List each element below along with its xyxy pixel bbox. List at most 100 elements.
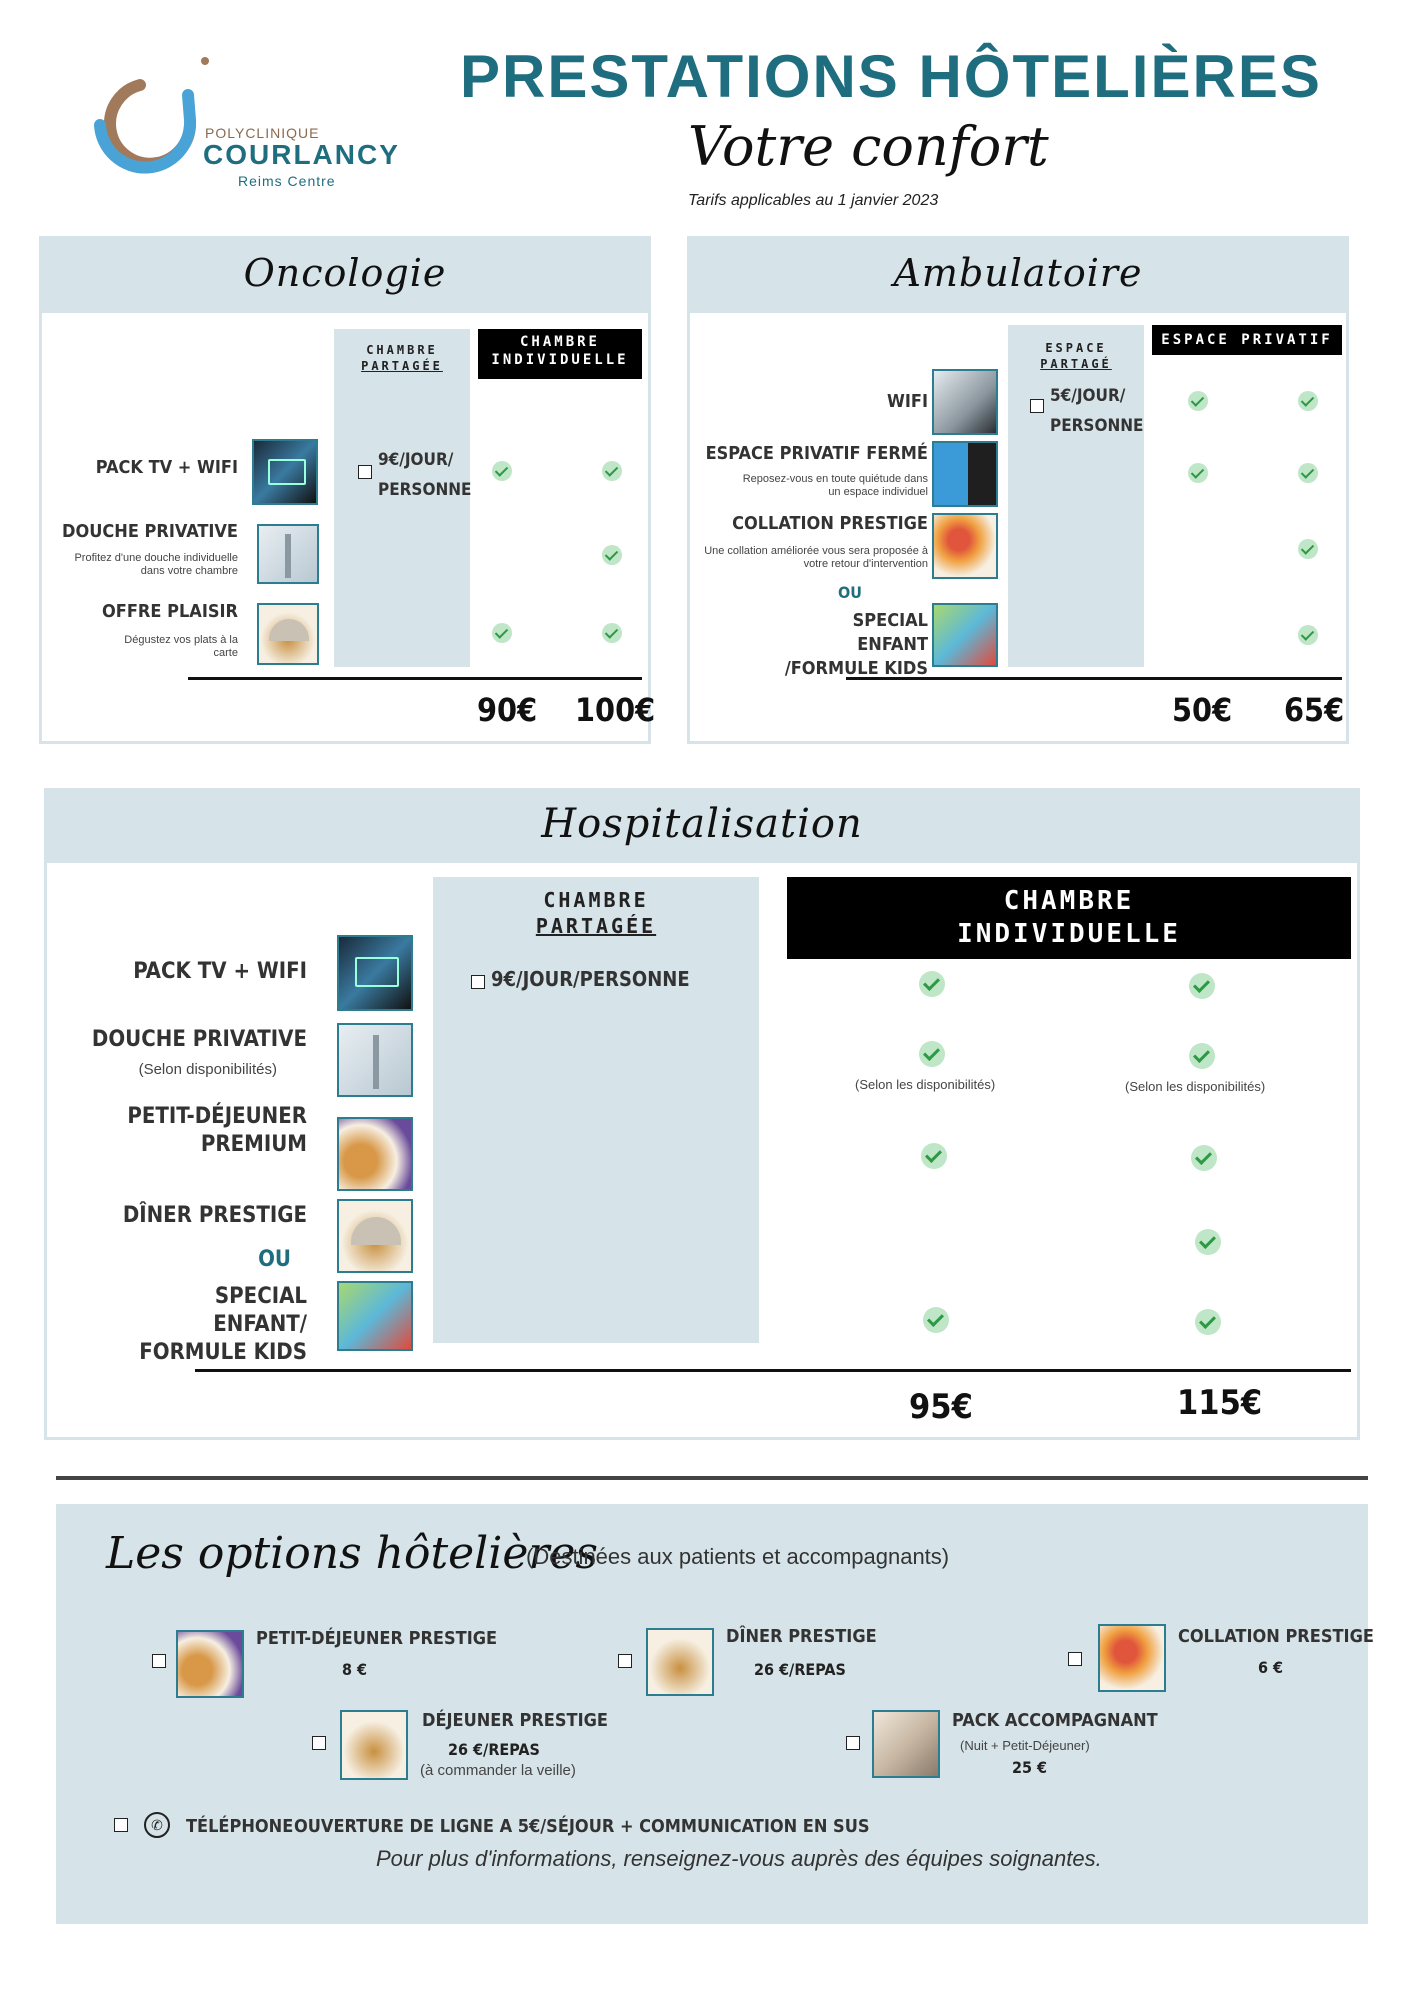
hospitalisation-price-shared: 95€ bbox=[909, 1387, 973, 1427]
footer-note: Pour plus d'informations, renseignez-vou… bbox=[376, 1846, 1102, 1871]
tv-thumbnail bbox=[337, 935, 413, 1011]
oncologie-item-label: PACK TV + WIFI bbox=[95, 457, 238, 478]
hospitalisation-price-individual: 115€ bbox=[1177, 1383, 1263, 1423]
shower-thumbnail bbox=[257, 524, 319, 584]
logo-sub-text: Reims Centre bbox=[238, 173, 336, 189]
oncologie-shared-price: 9€/JOUR/ PERSONNE bbox=[378, 450, 472, 500]
tv-thumbnail bbox=[252, 439, 318, 505]
oncologie-price-individual: 100€ bbox=[575, 691, 656, 729]
hospitalisation-item-label: DÎNER PRESTIGE bbox=[122, 1203, 307, 1228]
options-title: Les options hôtelières bbox=[106, 1528, 599, 1579]
hospitalisation-shared-price: 9€/JOUR/PERSONNE bbox=[491, 967, 690, 991]
collation-thumbnail bbox=[1098, 1624, 1166, 1692]
ambulatoire-col-shared: ESPACE PARTAGÉ bbox=[1040, 341, 1112, 371]
shower-icon bbox=[285, 534, 291, 578]
cloche-thumbnail bbox=[646, 1628, 714, 1696]
check-circle-icon bbox=[1298, 391, 1318, 411]
oncologie-price-shared: 90€ bbox=[477, 691, 538, 729]
cloche-thumbnail bbox=[337, 1199, 413, 1273]
check-circle-icon bbox=[1188, 391, 1208, 411]
phone-label: TÉLÉPHONE bbox=[186, 1816, 294, 1837]
shower-thumbnail bbox=[337, 1023, 413, 1097]
ambulatoire-panel: Ambulatoire ESPACE PARTAGÉ ESPACE PRIVAT… bbox=[687, 236, 1349, 744]
cloche-icon bbox=[351, 1217, 401, 1245]
phone-icon: ✆ bbox=[144, 1812, 170, 1838]
cloche-thumbnail bbox=[340, 1710, 408, 1780]
hospitalisation-shared-column bbox=[433, 877, 759, 1343]
phone-checkbox[interactable] bbox=[114, 1818, 128, 1832]
ambulatoire-or: OU bbox=[838, 583, 862, 602]
ambulatoire-divider bbox=[846, 677, 1342, 680]
oncologie-divider bbox=[188, 677, 642, 680]
ambulatoire-title: Ambulatoire bbox=[893, 251, 1143, 295]
ambulatoire-item-label-kids: SPECIAL ENFANT /FORMULE KIDS bbox=[784, 610, 928, 679]
options-panel: Les options hôtelières (Destinées aux pa… bbox=[56, 1504, 1374, 1924]
logo: POLYCLINIQUE COURLANCY Reims Centre bbox=[80, 55, 400, 195]
check-circle-icon bbox=[492, 461, 512, 481]
kids-lunchbox-thumbnail bbox=[337, 1281, 413, 1351]
logo-main-text: COURLANCY bbox=[203, 139, 400, 170]
hospitalisation-header bbox=[47, 791, 1357, 863]
oncologie-title: Oncologie bbox=[243, 251, 447, 295]
check-circle-icon bbox=[602, 545, 622, 565]
hospitalisation-col-individual: CHAMBRE INDIVIDUELLE bbox=[787, 877, 1351, 959]
option-checkbox[interactable] bbox=[846, 1736, 860, 1750]
option-price: 8 € bbox=[342, 1660, 368, 1679]
page-subtitle: Votre confort bbox=[688, 115, 1049, 178]
collation-thumbnail bbox=[932, 513, 998, 579]
oncologie-col-shared: CHAMBRE PARTAGÉE bbox=[361, 343, 443, 373]
tv-icon bbox=[268, 459, 306, 485]
availability-note: (Selon les disponibilités) bbox=[855, 1077, 996, 1092]
option-price: 25 € bbox=[1012, 1758, 1048, 1777]
option-checkbox[interactable] bbox=[152, 1654, 166, 1668]
hospitalisation-col-shared: CHAMBRE PARTAGÉE bbox=[535, 888, 657, 938]
tv-icon bbox=[355, 957, 399, 987]
hospitalisation-panel: Hospitalisation CHAMBRE PARTAGÉE CHAMBRE… bbox=[44, 788, 1360, 1440]
check-circle-icon bbox=[1195, 1309, 1221, 1335]
hospitalisation-item-label: PETIT-DÉJEUNER PREMIUM bbox=[127, 1104, 307, 1157]
oncologie-item-note: Profitez d'une douche individuelle dans … bbox=[74, 552, 238, 578]
hospitalisation-item-note: (Selon disponibilités) bbox=[138, 1061, 277, 1078]
oncologie-col-individual: CHAMBRE INDIVIDUELLE bbox=[478, 329, 642, 379]
shower-icon bbox=[373, 1035, 379, 1089]
ambulatoire-shared-checkbox[interactable] bbox=[1030, 399, 1044, 413]
cloche-icon bbox=[269, 619, 309, 641]
check-circle-icon bbox=[602, 623, 622, 643]
hospitalisation-or: OU bbox=[258, 1247, 291, 1272]
oncologie-item-label: OFFRE PLAISIR bbox=[102, 601, 238, 622]
logo-top-text: POLYCLINIQUE bbox=[205, 125, 320, 141]
page-title: PRESTATIONS HÔTELIÈRES bbox=[460, 43, 1322, 110]
option-checkbox[interactable] bbox=[312, 1736, 326, 1750]
option-label: COLLATION PRESTIGE bbox=[1178, 1626, 1374, 1647]
check-circle-icon bbox=[921, 1143, 947, 1169]
hospitalisation-divider bbox=[195, 1369, 1351, 1372]
ambulatoire-price-private: 65€ bbox=[1284, 691, 1345, 729]
hospitalisation-title: Hospitalisation bbox=[541, 801, 863, 847]
option-checkbox[interactable] bbox=[1068, 1652, 1082, 1666]
breakfast-thumbnail bbox=[337, 1117, 413, 1191]
option-price: 6 € bbox=[1258, 1658, 1284, 1677]
oncologie-panel: Oncologie CHAMBRE PARTAGÉE CHAMBRE INDIV… bbox=[39, 236, 655, 744]
check-circle-icon bbox=[1189, 973, 1215, 999]
hospitalisation-shared-checkbox[interactable] bbox=[471, 975, 485, 989]
ambulatoire-shared-column bbox=[1008, 325, 1144, 667]
check-circle-icon bbox=[1195, 1229, 1221, 1255]
door-thumbnail bbox=[932, 441, 998, 507]
ambulatoire-item-note: Une collation améliorée vous sera propos… bbox=[704, 545, 928, 571]
hospitalisation-item-label: SPECIAL ENFANT/ FORMULE KIDS bbox=[139, 1284, 307, 1365]
ambulatoire-item-label: COLLATION PRESTIGE bbox=[732, 513, 928, 534]
phone-thumbnail bbox=[932, 369, 998, 435]
option-label: PACK ACCOMPAGNANT bbox=[952, 1710, 1158, 1731]
ambulatoire-header bbox=[690, 239, 1346, 313]
check-circle-icon bbox=[1189, 1043, 1215, 1069]
check-circle-icon bbox=[919, 1041, 945, 1067]
ambulatoire-price-shared: 50€ bbox=[1172, 691, 1233, 729]
hospitalisation-item-label: DOUCHE PRIVATIVE bbox=[91, 1027, 307, 1052]
check-circle-icon bbox=[492, 623, 512, 643]
check-circle-icon bbox=[1191, 1145, 1217, 1171]
oncologie-shared-checkbox[interactable] bbox=[358, 465, 372, 479]
oncologie-shared-column bbox=[334, 329, 470, 667]
option-checkbox[interactable] bbox=[618, 1654, 632, 1668]
date-note: Tarifs applicables au 1 janvier 2023 bbox=[688, 192, 939, 209]
breakfast-thumbnail bbox=[176, 1630, 244, 1698]
